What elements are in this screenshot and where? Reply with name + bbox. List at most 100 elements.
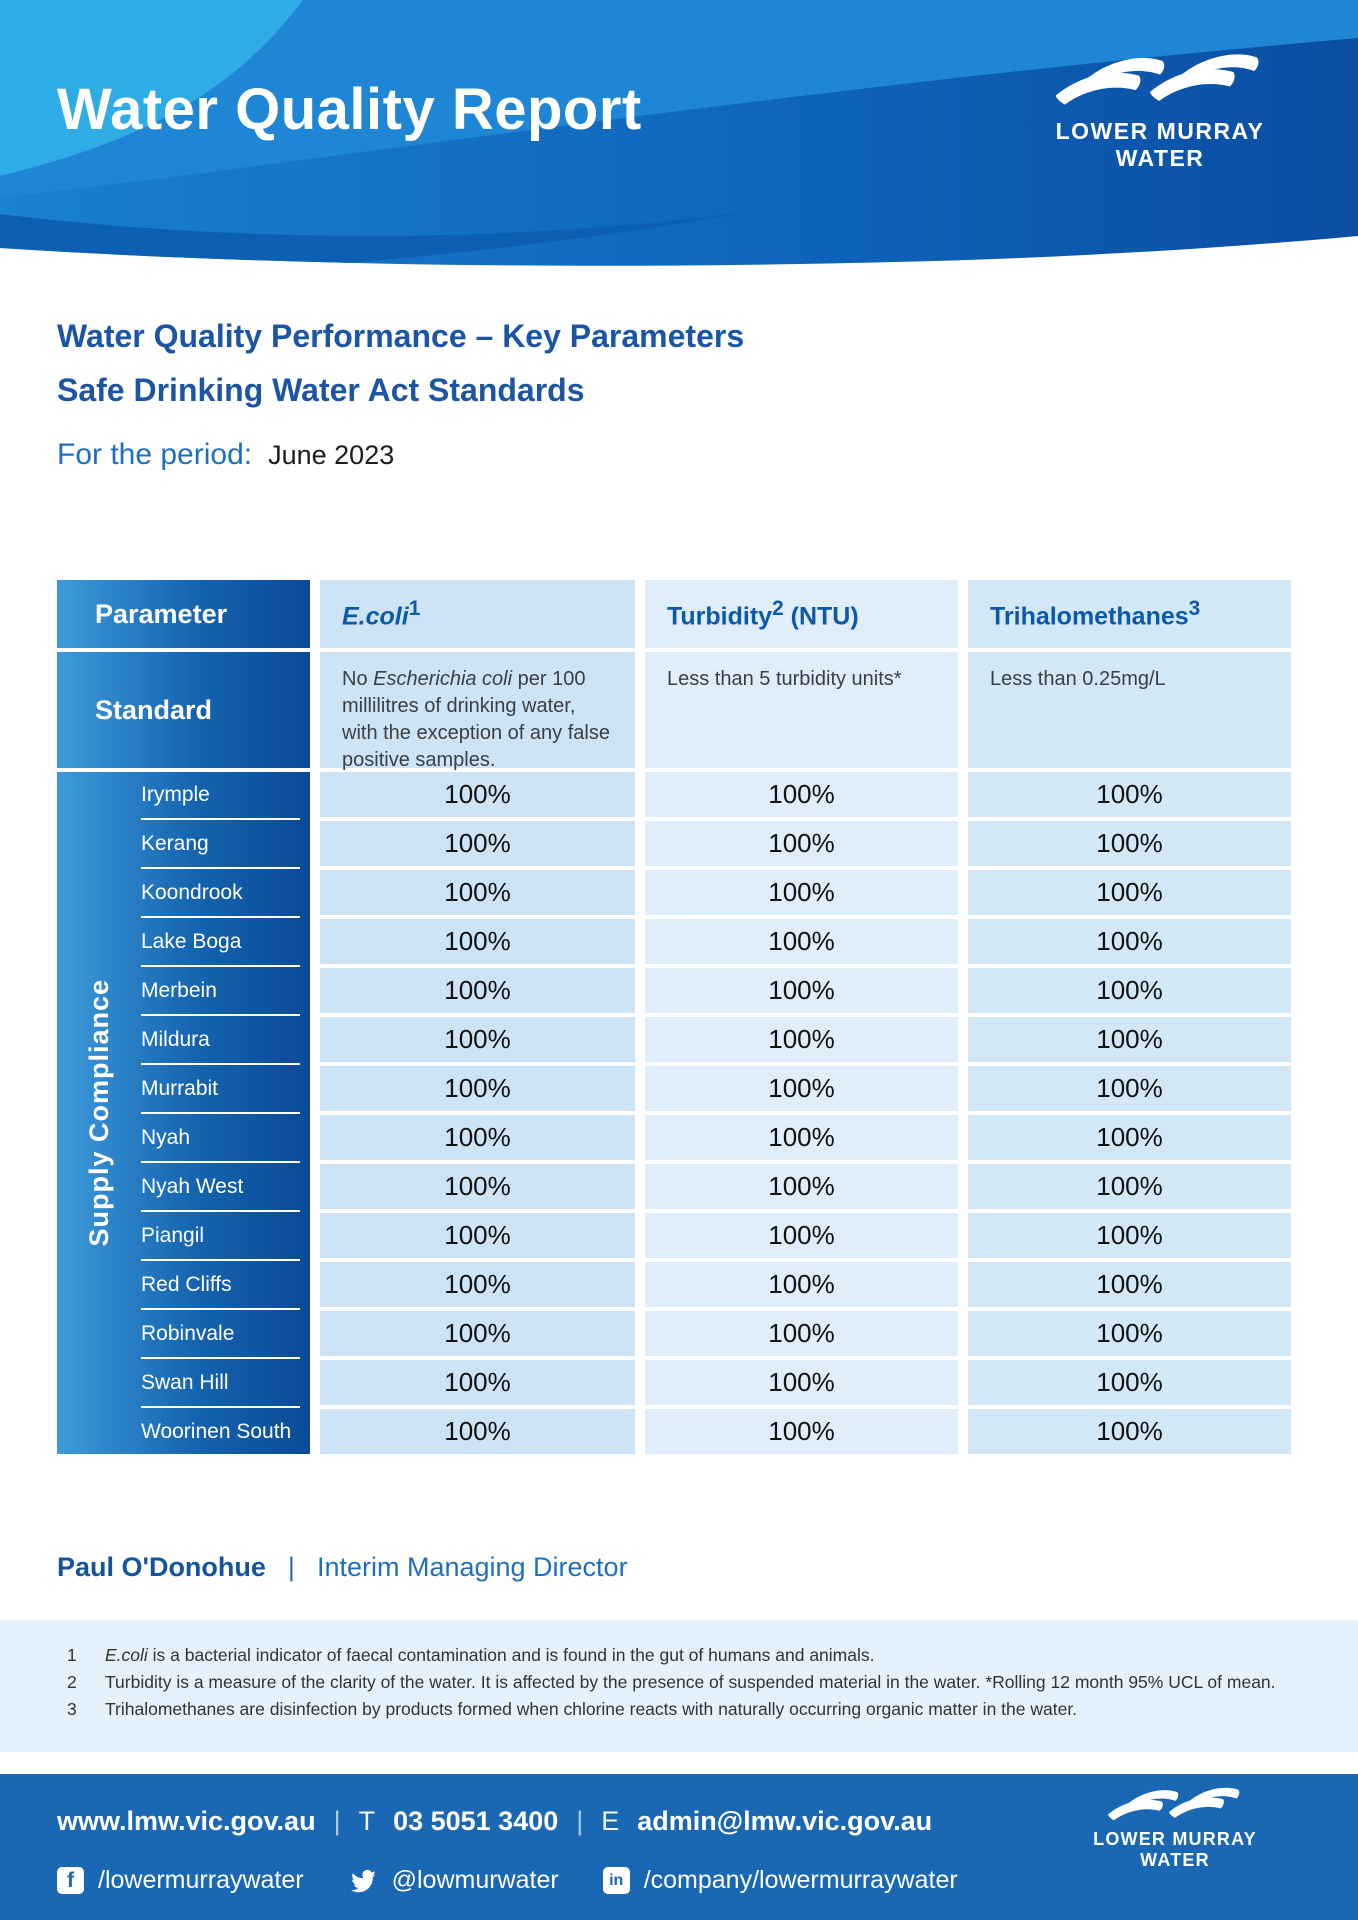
town-label: Lake Boga: [141, 919, 310, 967]
column-header-trihalomethanes: Trihalomethanes3: [968, 580, 1291, 648]
website-link[interactable]: www.lmw.vic.gov.au: [57, 1806, 316, 1836]
signature-line: Paul O'Donohue | Interim Managing Direct…: [57, 1552, 628, 1583]
town-label: Nyah: [141, 1115, 310, 1163]
table-cell: 100%: [968, 1115, 1291, 1160]
lmw-logo-waves-icon: [1055, 52, 1265, 110]
email-link[interactable]: admin@lmw.vic.gov.au: [637, 1806, 933, 1836]
table-cell: 100%: [320, 968, 635, 1013]
signatory-title: Interim Managing Director: [316, 1552, 628, 1582]
linkedin-icon[interactable]: in: [602, 1867, 630, 1894]
footer-social-line: f /lowermurraywater @lowmurwater in /com…: [57, 1866, 958, 1895]
table-cell: 100%: [968, 1409, 1291, 1454]
table-cell: 100%: [320, 1213, 635, 1258]
table-cell: 100%: [968, 1311, 1291, 1356]
table-cell: 100%: [320, 919, 635, 964]
period-value: June 2023: [268, 440, 395, 470]
lmw-logo-text: WATER: [1140, 1850, 1210, 1870]
lmw-logo: LOWER MURRAY WATER: [1030, 52, 1290, 172]
phone-number[interactable]: 03 5051 3400: [393, 1806, 559, 1836]
supply-compliance-block: Supply Compliance Irymple Kerang Koondro…: [57, 772, 310, 1454]
table-cell: 100%: [645, 1164, 958, 1209]
footnote-text: Turbidity is a measure of the clarity of…: [105, 1672, 1276, 1692]
table-cell: 100%: [320, 1311, 635, 1356]
footnote-number: 2: [67, 1672, 77, 1692]
table-cell: 100%: [645, 1213, 958, 1258]
lmw-logo-text: WATER: [1115, 145, 1205, 171]
town-label: Nyah West: [141, 1164, 310, 1212]
footer: www.lmw.vic.gov.au | T 03 5051 3400 | E …: [0, 1774, 1358, 1920]
table-cell: 100%: [645, 1262, 958, 1307]
standard-trihalomethanes: Less than 0.25mg/L: [968, 652, 1291, 768]
table-cell: 100%: [320, 1115, 635, 1160]
section-heading-line1: Water Quality Performance – Key Paramete…: [57, 318, 745, 354]
table-cell: 100%: [968, 1017, 1291, 1062]
supply-compliance-label: Supply Compliance: [83, 979, 114, 1247]
table-cell: 100%: [968, 1066, 1291, 1111]
town-label: Red Cliffs: [141, 1262, 310, 1310]
twitter-icon[interactable]: [348, 1868, 378, 1894]
footer-lmw-logo: LOWER MURRAY WATER: [1050, 1786, 1300, 1871]
footnote-1: 1 E.coli is a bacterial indicator of fae…: [0, 1642, 1358, 1669]
table-cell: 100%: [320, 1262, 635, 1307]
facebook-icon[interactable]: f: [57, 1867, 84, 1894]
table-cell: 100%: [968, 1360, 1291, 1405]
town-label: Kerang: [141, 821, 310, 869]
column-header-turbidity: Turbidity2 (NTU): [645, 580, 958, 648]
town-label: Murrabit: [141, 1066, 310, 1114]
town-label: Koondrook: [141, 870, 310, 918]
footnotes-panel: 1 E.coli is a bacterial indicator of fae…: [0, 1620, 1358, 1752]
table-cell: 100%: [968, 1262, 1291, 1307]
email-label: E: [601, 1806, 620, 1836]
footnote-text: E.coli is a bacterial indicator of faeca…: [105, 1645, 875, 1665]
table-cell: 100%: [645, 870, 958, 915]
lmw-logo-waves-icon: [1108, 1786, 1243, 1824]
table-cell: 100%: [645, 1066, 958, 1111]
standard-header-cell: Standard: [57, 652, 310, 768]
town-label: Merbein: [141, 968, 310, 1016]
report-period: For the period: June 2023: [57, 438, 394, 472]
facebook-handle[interactable]: /lowermurraywater: [98, 1866, 304, 1894]
table-cell: 100%: [320, 1164, 635, 1209]
town-label: Piangil: [141, 1213, 310, 1261]
column-header-ecoli: E.coli1: [320, 580, 635, 648]
table-cell: 100%: [645, 772, 958, 817]
town-label: Robinvale: [141, 1311, 310, 1359]
footnote-2: 2 Turbidity is a measure of the clarity …: [0, 1669, 1358, 1696]
table-cell: 100%: [645, 1115, 958, 1160]
table-cell: 100%: [320, 1017, 635, 1062]
table-cell: 100%: [968, 919, 1291, 964]
footnote-3: 3 Trihalomethanes are disinfection by pr…: [0, 1696, 1358, 1723]
lmw-logo-text: LOWER MURRAY: [1093, 1829, 1257, 1849]
town-label: Woorinen South: [141, 1419, 292, 1443]
section-heading-line2: Safe Drinking Water Act Standards: [57, 372, 585, 408]
table-cell: 100%: [968, 1164, 1291, 1209]
parameter-header-cell: Parameter: [57, 580, 310, 648]
footnote-text: Trihalomethanes are disinfection by prod…: [105, 1699, 1078, 1719]
period-label: For the period:: [57, 438, 253, 471]
table-cell: 100%: [645, 1311, 958, 1356]
twitter-handle[interactable]: @lowmurwater: [391, 1866, 559, 1894]
footer-contact-line: www.lmw.vic.gov.au | T 03 5051 3400 | E …: [57, 1806, 932, 1837]
table-cell: 100%: [320, 1066, 635, 1111]
footer-separator: |: [333, 1806, 341, 1836]
town-label: Swan Hill: [141, 1360, 310, 1408]
header-wave-background-icon: [0, 0, 1358, 266]
table-cell: 100%: [320, 772, 635, 817]
water-quality-table: Parameter E.coli1 Turbidity2 (NTU) Triha…: [57, 580, 1291, 1454]
standard-ecoli: No Escherichia coli per 100 millilitres …: [320, 652, 635, 771]
table-cell: 100%: [320, 821, 635, 866]
page-title: Water Quality Report: [57, 77, 642, 142]
table-cell: 100%: [968, 968, 1291, 1013]
town-label: Mildura: [141, 1017, 310, 1065]
table-cell: 100%: [320, 870, 635, 915]
table-cell: 100%: [968, 870, 1291, 915]
table-cell: 100%: [968, 772, 1291, 817]
linkedin-handle[interactable]: /company/lowermurraywater: [643, 1866, 958, 1894]
footnote-number: 1: [67, 1645, 77, 1665]
table-cell: 100%: [645, 919, 958, 964]
phone-label: T: [358, 1806, 376, 1836]
table-cell: 100%: [968, 821, 1291, 866]
town-label: Irymple: [141, 772, 310, 820]
standard-turbidity: Less than 5 turbidity units*: [645, 652, 958, 768]
